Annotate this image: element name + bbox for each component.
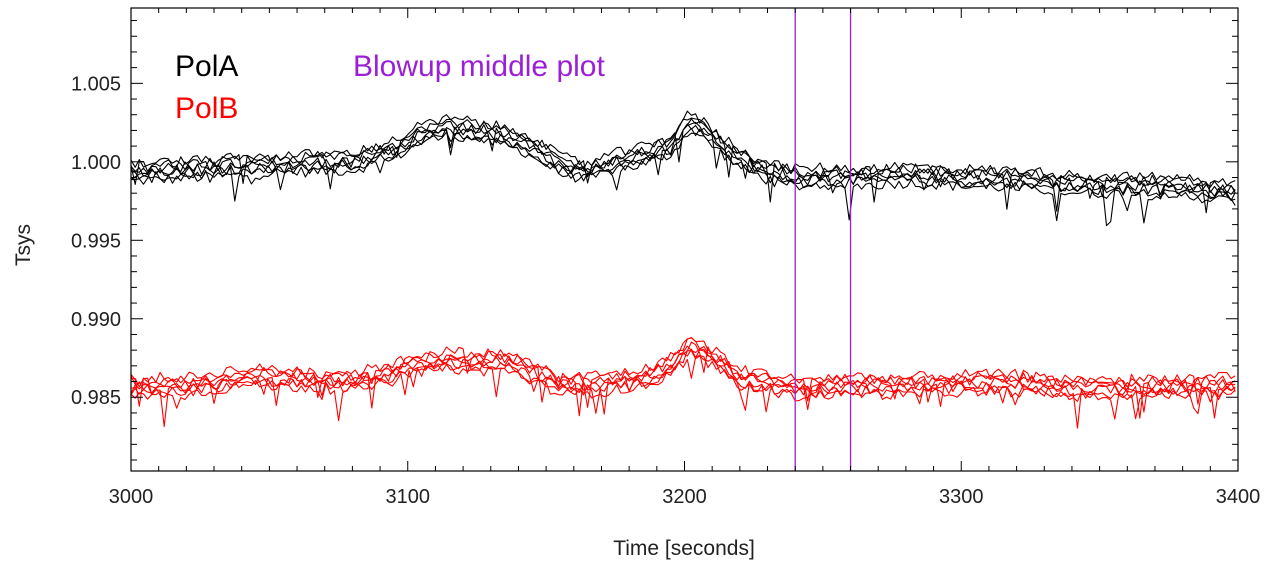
- x-tick-label: 3300: [939, 486, 984, 508]
- series-line-pola: [130, 110, 1236, 214]
- x-axis-title: Time [seconds]: [613, 537, 755, 560]
- series-line-pola: [130, 118, 1236, 212]
- plot-frame: [130, 7, 1239, 472]
- y-tick-label: 0.990: [71, 309, 121, 331]
- series-line-polb: [130, 348, 1236, 428]
- series-line-polb: [130, 345, 1236, 419]
- x-tick-label: 3100: [386, 486, 431, 508]
- series-line-pola: [131, 131, 1236, 224]
- y-tick-label: 0.985: [71, 387, 121, 409]
- x-tick-label: 3200: [662, 486, 707, 508]
- series-line-polb: [130, 336, 1236, 407]
- plot-lines: [130, 110, 1236, 429]
- legend-polb: PolB: [175, 92, 238, 125]
- x-tick-label: 3000: [109, 486, 154, 508]
- x-tick-label: 3400: [1216, 486, 1261, 508]
- series-line-polb: [130, 350, 1236, 429]
- highlight-lines: [794, 8, 852, 471]
- series-line-pola: [130, 121, 1236, 210]
- series-line-polb: [130, 341, 1236, 417]
- legend-pola: PolA: [175, 50, 238, 83]
- axis-ticks: [130, 8, 1239, 471]
- series-line-polb: [130, 354, 1236, 422]
- y-axis-title: Tsys: [12, 224, 35, 266]
- tick-labels: 3000 3100 3200 3300 3400 0.985 0.990 0.995 1.000…: [71, 73, 1260, 508]
- series-line-pola: [130, 127, 1236, 227]
- y-tick-label: 1.000: [71, 152, 121, 174]
- y-tick-label: 0.995: [71, 230, 121, 252]
- blowup-annotation: Blowup middle plot: [353, 50, 605, 83]
- y-tick-label: 1.005: [71, 73, 121, 95]
- series-line-polb: [130, 337, 1236, 413]
